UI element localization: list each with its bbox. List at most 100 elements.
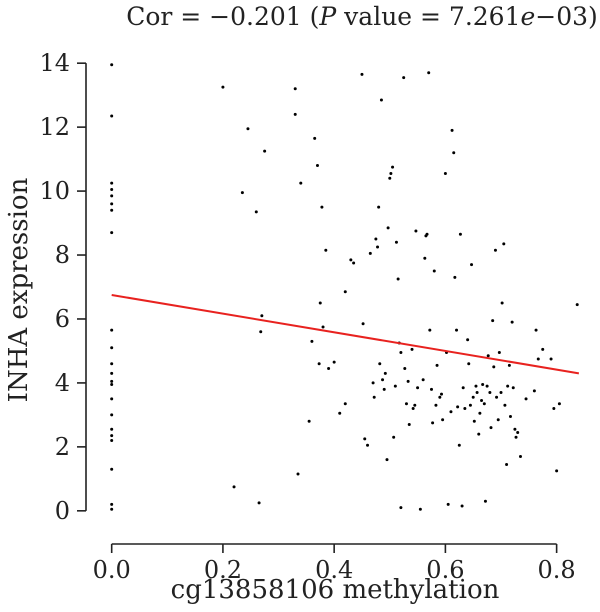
data-point <box>460 504 464 508</box>
data-point <box>518 454 522 458</box>
data-point <box>315 164 319 167</box>
data-point <box>392 435 396 439</box>
y-tick-label: 8 <box>55 241 70 269</box>
data-point <box>349 258 353 262</box>
data-point <box>360 72 364 76</box>
data-point <box>378 362 382 366</box>
data-point <box>404 402 408 406</box>
data-point <box>425 232 429 236</box>
data-point <box>458 232 462 236</box>
data-point <box>440 392 443 396</box>
data-point <box>432 269 436 273</box>
data-point <box>480 399 484 403</box>
data-points <box>110 63 579 511</box>
data-point <box>507 363 511 367</box>
data-point <box>491 319 495 323</box>
data-point <box>441 418 445 422</box>
data-point <box>511 386 515 390</box>
data-point <box>477 432 481 436</box>
data-point <box>296 472 300 476</box>
data-point <box>110 434 114 438</box>
data-point <box>110 346 114 350</box>
data-point <box>552 407 556 410</box>
data-point <box>449 410 453 414</box>
data-point <box>110 362 114 366</box>
data-point <box>418 507 422 511</box>
data-point <box>514 435 518 439</box>
data-point <box>446 502 450 506</box>
data-point <box>110 114 114 118</box>
data-point <box>293 87 297 91</box>
data-point <box>368 251 372 255</box>
data-point <box>299 181 303 185</box>
data-point <box>443 171 447 175</box>
data-point <box>382 387 386 391</box>
data-point <box>488 391 492 395</box>
data-point <box>557 402 561 406</box>
data-point <box>110 187 114 191</box>
title-p-italic: P <box>318 2 337 31</box>
data-point <box>508 414 512 418</box>
data-point <box>293 112 297 116</box>
data-point <box>352 261 356 265</box>
data-point <box>110 231 114 235</box>
data-point <box>232 485 236 489</box>
data-point <box>343 402 347 406</box>
data-point <box>389 171 393 175</box>
data-point <box>343 290 347 294</box>
title-prefix: Cor = −0.201 ( <box>126 2 319 31</box>
title-e-italic: e <box>521 2 536 31</box>
data-point <box>413 403 417 407</box>
data-point <box>376 245 380 249</box>
data-point <box>110 502 114 506</box>
data-point <box>317 362 321 366</box>
x-ticks: 0.0 0.2 0.4 0.6 0.8 <box>93 544 576 584</box>
data-point <box>502 242 506 246</box>
y-ticks: 0 2 4 6 8 10 12 14 <box>39 49 86 525</box>
data-point <box>423 256 427 260</box>
data-point <box>307 419 311 423</box>
data-point <box>472 419 476 423</box>
data-point <box>110 328 114 332</box>
data-point <box>246 127 250 131</box>
data-point <box>403 367 407 371</box>
data-point <box>110 383 114 387</box>
data-point <box>388 176 392 180</box>
data-point <box>482 402 486 406</box>
data-point <box>416 386 420 390</box>
data-point <box>478 411 482 415</box>
data-point <box>240 191 244 195</box>
data-point <box>468 403 472 407</box>
data-point <box>470 263 474 267</box>
data-point <box>489 426 493 430</box>
data-point <box>332 360 336 364</box>
y-tick-label: 0 <box>55 497 70 525</box>
data-point <box>402 76 406 80</box>
y-tick-label: 4 <box>55 369 70 397</box>
data-point <box>327 367 331 371</box>
data-point <box>110 63 114 67</box>
data-point <box>516 430 520 434</box>
data-point <box>463 407 467 410</box>
data-point <box>499 391 503 395</box>
data-point <box>467 362 471 366</box>
data-point <box>485 384 489 388</box>
data-point <box>427 71 431 75</box>
data-point <box>110 507 114 511</box>
data-point <box>555 469 559 473</box>
data-point <box>452 151 456 155</box>
data-point <box>338 411 342 415</box>
data-point <box>310 339 314 343</box>
data-point <box>428 328 432 332</box>
data-point <box>503 403 507 407</box>
x-tick-label: 0.4 <box>315 556 353 584</box>
data-point <box>575 303 579 307</box>
regression-line <box>111 294 580 375</box>
data-point <box>534 328 538 332</box>
y-tick-label: 14 <box>39 49 70 77</box>
data-point <box>320 205 324 209</box>
data-point <box>421 378 425 382</box>
data-point <box>456 405 460 409</box>
data-point <box>393 384 397 388</box>
